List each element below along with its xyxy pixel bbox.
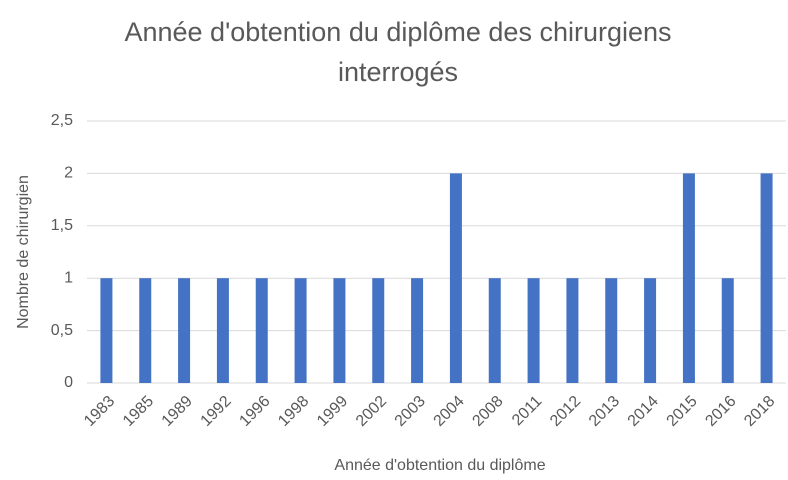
x-tick-label: 1989: [159, 393, 196, 430]
y-tick-label: 2,5: [51, 112, 73, 129]
bar: [100, 278, 113, 383]
bar: [527, 278, 540, 383]
chart-title: Année d'obtention du diplôme des chirurg…: [124, 17, 672, 87]
x-tick-label: 2018: [741, 393, 778, 430]
y-axis-label: Nombre de chirurgien: [15, 175, 32, 329]
bar: [682, 173, 695, 383]
x-tick-label: 2012: [547, 393, 584, 430]
x-tick-label: 1992: [198, 393, 235, 430]
x-tick-label: 1985: [120, 393, 157, 430]
bar: [255, 278, 268, 383]
bar: [216, 278, 229, 383]
x-tick-label: 1999: [314, 393, 351, 430]
x-tick-label: 1996: [236, 393, 273, 430]
bar: [449, 173, 462, 383]
bar: [372, 278, 385, 383]
bar: [411, 278, 424, 383]
x-axis-label: Année d'obtention du diplôme: [334, 457, 545, 474]
x-tick-label: 2016: [702, 393, 739, 430]
x-tick-label: 1983: [81, 393, 118, 430]
y-tick-label: 1: [64, 269, 73, 286]
x-tick-label: 1998: [275, 393, 312, 430]
bar: [566, 278, 579, 383]
x-tick-label: 2011: [509, 393, 545, 429]
bar: [178, 278, 191, 383]
y-tick-label: 1,5: [51, 217, 73, 234]
bar: [721, 278, 734, 383]
bar: [605, 278, 618, 383]
x-tick-label: 2013: [586, 393, 623, 430]
x-tick-label: 2008: [469, 393, 506, 430]
y-tick-label: 0: [64, 374, 73, 391]
bar: [644, 278, 657, 383]
x-tick-label: 2004: [431, 393, 468, 430]
y-tick-label: 2: [64, 165, 73, 182]
bar: [333, 278, 346, 383]
y-tick-label: 0,5: [51, 322, 73, 339]
bar: [139, 278, 152, 383]
bar: [294, 278, 307, 383]
x-tick-label: 2002: [353, 393, 390, 430]
bar: [488, 278, 501, 383]
x-tick-label: 2014: [625, 393, 662, 430]
x-tick-label: 2015: [664, 393, 701, 430]
x-tick-label: 2003: [392, 393, 429, 430]
bar: [760, 173, 773, 383]
